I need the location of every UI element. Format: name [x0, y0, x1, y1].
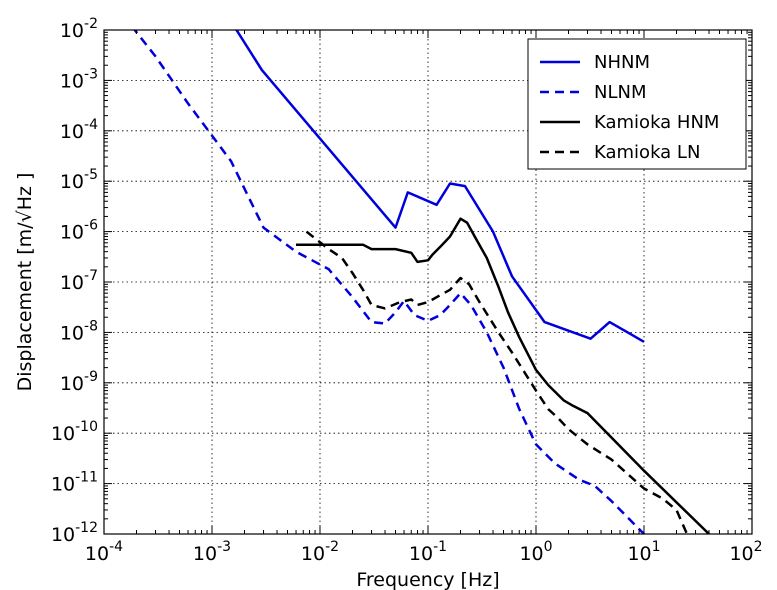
series-line-0: [235, 30, 645, 343]
y-tick-label: 10-6: [60, 218, 98, 244]
series-line-3: [305, 230, 689, 534]
legend-label-0: NHNM: [594, 52, 650, 73]
x-axis-label: Frequency [Hz]: [356, 569, 499, 590]
y-tick-labels: 10-12 10-11 10-10 10-9 10-8 10-7 10-6 10-5 10-4 1…: [51, 16, 98, 546]
y-tick-label: 10-11: [51, 470, 98, 496]
x-tick-labels: 10-4 10-3 10-2 10-1 100 101 102: [85, 539, 763, 565]
legend-label-3: Kamioka LN: [594, 142, 700, 163]
y-tick-label: 10-9: [60, 369, 98, 395]
y-tick-label: 10-8: [60, 318, 98, 344]
y-tick-label: 10-10: [51, 419, 98, 445]
series-line-1: [133, 30, 645, 534]
x-tick-label: 101: [627, 539, 660, 565]
y-tick-label: 10-7: [60, 268, 98, 294]
x-tick-label: 102: [729, 539, 762, 565]
y-tick-label: 10-3: [60, 66, 98, 92]
series-line-2: [296, 217, 710, 534]
axis-ticks: [103, 30, 752, 535]
legend-box: [527, 38, 747, 170]
x-tick-label: 10-2: [301, 539, 339, 565]
series-group: [133, 30, 710, 534]
y-tick-label: 10-4: [60, 117, 98, 143]
grid: [104, 30, 752, 534]
x-tick-label: 10-4: [85, 539, 123, 565]
legend: NHNM NLNM Kamioka HNM Kamioka LN: [527, 38, 747, 170]
x-tick-label: 10-3: [193, 539, 231, 565]
y-tick-label: 10-12: [51, 520, 98, 546]
y-tick-label: 10-2: [60, 16, 98, 42]
y-axis-label: Displacement [m/√Hz ]: [14, 173, 36, 392]
y-tick-label: 10-5: [60, 167, 98, 193]
legend-label-2: Kamioka HNM: [594, 112, 719, 133]
x-tick-label: 10-1: [409, 539, 447, 565]
x-tick-label: 100: [519, 539, 552, 565]
legend-label-1: NLNM: [594, 82, 647, 103]
